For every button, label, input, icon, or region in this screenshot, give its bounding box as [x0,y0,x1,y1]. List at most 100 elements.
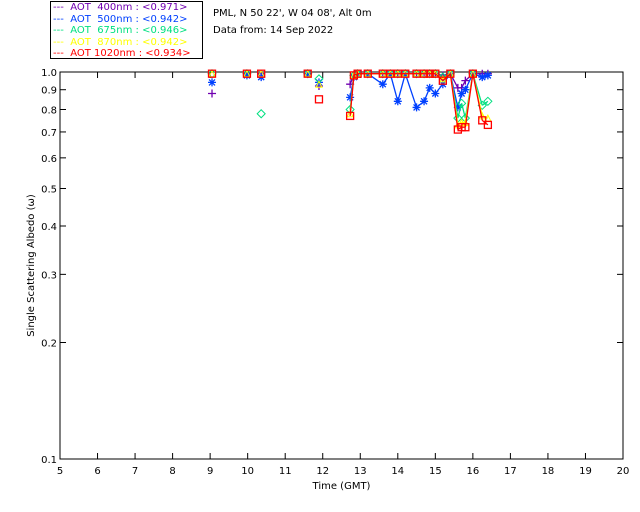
data-point-square [353,69,362,78]
data-point-square [483,120,493,130]
data-point-square [257,69,266,78]
data-point-square [303,69,312,78]
y-tick-label: 0.2 [41,339,57,350]
series-line-4 [472,73,483,121]
series-line-1 [423,87,431,102]
series-line-4 [464,73,474,128]
data-point-star [242,71,251,80]
legend-label: AOT 400nm : <0.971> [70,2,188,13]
data-point-triangle [346,109,354,118]
data-point-square [314,95,324,104]
x-tick-label: 17 [504,466,517,477]
data-point-star [483,71,492,80]
series-line-4 [481,119,489,126]
legend-entry: --- AOT 1020nm : <0.934> [53,48,202,60]
y-tick-label: 0.4 [41,222,57,233]
x-tick-label: 6 [94,466,100,477]
x-tick-label: 7 [132,466,138,477]
legend-label: AOT 1020nm : <0.934> [70,48,191,59]
x-tick-label: 11 [279,466,292,477]
series-line-2 [481,100,489,106]
data-point-square [419,69,429,78]
data-point-star [412,103,421,112]
y-tick-label: 0.8 [41,106,57,117]
data-point-diamond [438,72,448,82]
data-point-star [478,73,487,82]
data-point-star [457,89,466,98]
legend: --- AOT 400nm : <0.971> --- AOT 500nm : <… [50,1,203,59]
data-point-star [393,97,402,106]
data-point-star [431,89,440,98]
y-tick-label: 0.6 [41,154,57,165]
x-tick-label: 19 [579,466,592,477]
x-tick-label: 18 [542,466,555,477]
y-tick-label: 0.5 [41,184,57,195]
data-point-star [453,103,462,112]
series-line-1 [404,73,418,108]
legend-label: AOT 870nm : <0.942> [70,36,188,48]
series-line-4 [449,73,459,130]
legend-entry: --- AOT 500nm : <0.942> [53,14,202,26]
data-point-star [420,97,429,106]
data-point-plus [461,76,470,85]
data-point-star [425,83,434,92]
data-point-square [363,69,372,78]
chart-subtitle: Data from: 14 Sep 2022 [213,25,334,36]
data-point-diamond [314,74,324,84]
data-point-square [461,123,470,132]
legend-label: AOT 500nm : <0.942> [70,13,188,25]
data-point-square [242,69,252,78]
data-point-diamond [456,98,467,109]
y-tick-label: 0.7 [41,128,57,139]
data-point-star [208,78,217,87]
data-point-square [438,76,447,85]
series-line-1 [397,73,406,102]
y-tick-label: 1.0 [41,68,57,79]
legend-line-icon: --- [53,2,71,13]
x-tick-label: 13 [354,466,367,477]
data-point-square [478,116,487,125]
data-point-star [461,85,470,94]
plot-frame [59,71,624,460]
chart-title: PML, N 50 22', W 04 08', Alt 0m [213,8,372,19]
x-tick-label: 9 [207,466,213,477]
data-point-square [431,69,440,78]
y-axis-label: Single Scattering Albedo (ω) [26,194,37,337]
data-point-star [346,93,355,102]
x-tick-label: 14 [391,466,404,477]
data-point-star [378,80,387,89]
data-point-square [468,69,478,78]
y-tick-label: 0.9 [41,86,57,97]
data-point-triangle [315,80,323,88]
legend-line-icon: --- [53,25,71,36]
legend-entry: --- AOT 675nm : <0.946> [53,25,202,37]
x-tick-label: 5 [57,466,63,477]
series-line-4 [349,75,355,116]
data-point-square [401,69,410,78]
legend-label: AOT 675nm : <0.946> [70,25,188,36]
y-tick-label: 0.1 [41,455,57,466]
x-tick-label: 12 [316,466,329,477]
data-point-square [425,69,434,78]
series-line-2 [457,103,463,119]
legend-entry: --- AOT 400nm : <0.971> [53,2,202,14]
data-point-square [345,111,355,121]
legend-line-icon: --- [53,13,71,25]
x-tick-label: 16 [466,466,479,477]
x-tick-label: 8 [169,466,175,477]
x-tick-label: 15 [429,466,442,477]
legend-line-icon: --- [53,48,71,59]
x-tick-label: 10 [241,466,254,477]
x-axis-label: Time (GMT) [312,481,371,492]
data-point-square [446,69,455,78]
series-line-1 [389,73,399,102]
data-point-diamond [483,96,493,107]
data-point-plus [208,89,217,98]
legend-entry: --- AOT 870nm : <0.942> [53,37,202,49]
data-point-square [207,69,217,78]
y-tick-label: 0.3 [41,270,57,281]
series-line-2 [460,103,466,119]
x-tick-label: 20 [617,466,630,477]
